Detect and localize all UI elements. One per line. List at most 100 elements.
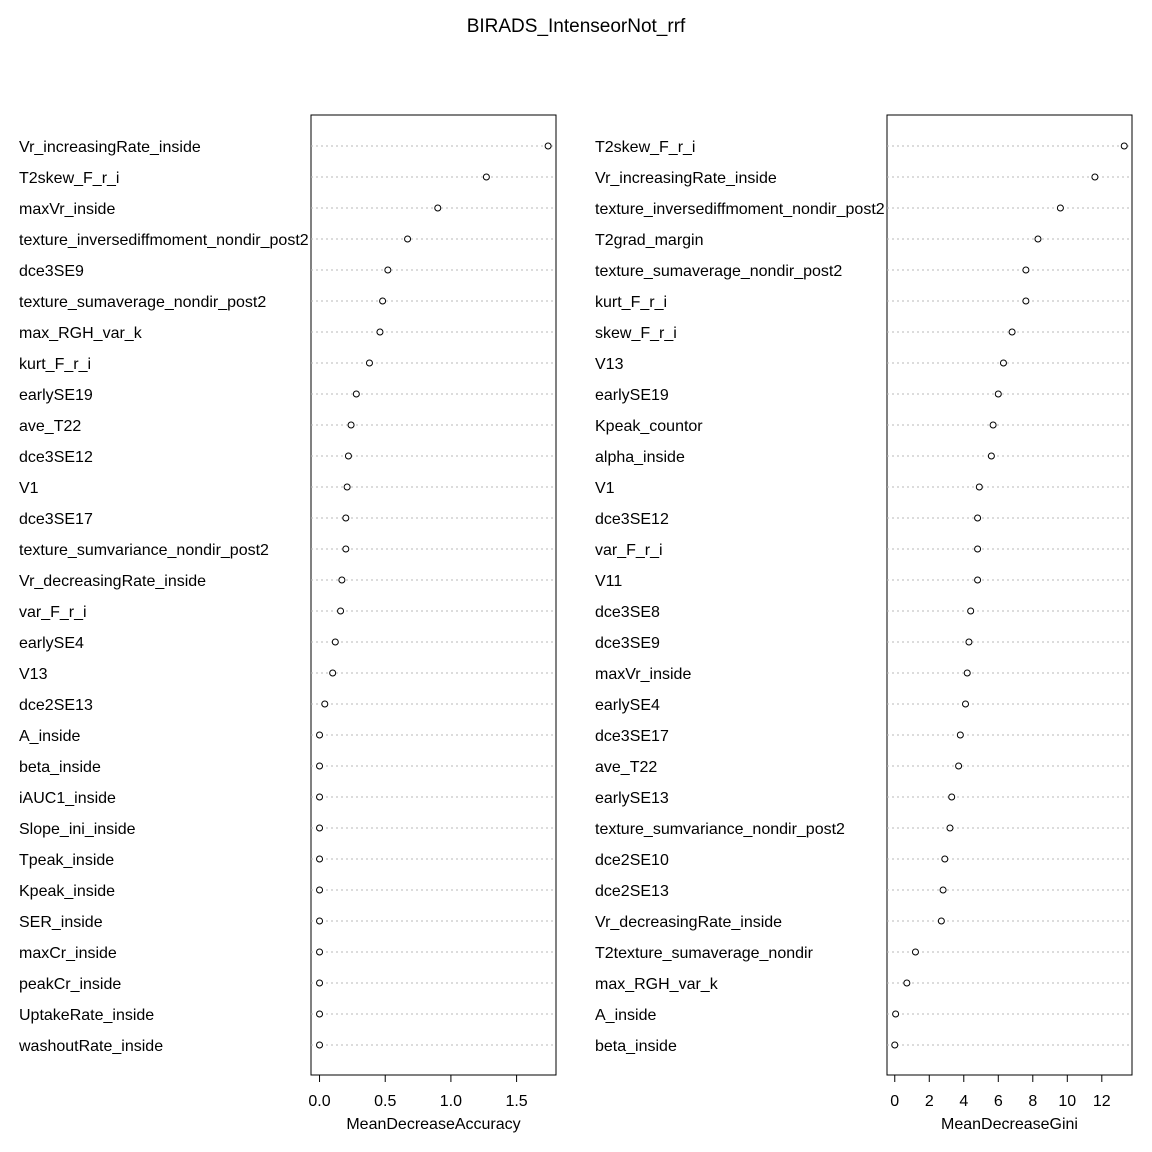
category-label: dce3SE17 — [595, 728, 669, 745]
category-label: var_F_r_i — [595, 542, 663, 559]
category-label: iAUC1_inside — [19, 790, 116, 807]
x-tick-label: 6 — [994, 1093, 1003, 1110]
category-label: Vr_decreasingRate_inside — [595, 914, 782, 931]
data-point — [1120, 142, 1128, 150]
category-label: beta_inside — [595, 1038, 677, 1055]
category-label: dce3SE12 — [595, 511, 669, 528]
data-point — [342, 514, 350, 522]
category-label: maxVr_inside — [19, 201, 115, 218]
data-point — [352, 390, 360, 398]
data-point — [321, 700, 329, 708]
data-point — [911, 948, 919, 956]
category-label: ave_T22 — [19, 418, 81, 435]
data-point — [941, 855, 949, 863]
data-point — [342, 545, 350, 553]
category-label: ave_T22 — [595, 759, 657, 776]
category-label: dce2SE13 — [595, 883, 669, 900]
chart-title: BIRADS_IntenseorNot_rrf — [466, 16, 686, 37]
category-label: earlySE19 — [19, 387, 93, 404]
data-point — [963, 669, 971, 677]
data-point — [975, 483, 983, 491]
x-tick-label: 0 — [890, 1093, 899, 1110]
data-point — [482, 173, 490, 181]
category-label: T2skew_F_r_i — [595, 139, 695, 156]
x-tick-label: 12 — [1093, 1093, 1111, 1110]
x-tick-label: 1.5 — [505, 1093, 527, 1110]
category-label: dce3SE8 — [595, 604, 660, 621]
category-label: T2grad_margin — [595, 232, 704, 249]
category-label: alpha_inside — [595, 449, 685, 466]
data-point — [955, 762, 963, 770]
category-label: kurt_F_r_i — [19, 356, 91, 373]
data-point — [316, 917, 324, 925]
data-point — [434, 204, 442, 212]
data-point — [999, 359, 1007, 367]
category-label: texture_sumaverage_nondir_post2 — [595, 263, 842, 280]
category-label: washoutRate_inside — [18, 1038, 163, 1055]
x-axis-label: MeanDecreaseAccuracy — [346, 1116, 520, 1133]
x-tick-label: 2 — [925, 1093, 934, 1110]
x-tick-label: 8 — [1028, 1093, 1037, 1110]
category-label: beta_inside — [19, 759, 101, 776]
data-point — [903, 979, 911, 987]
data-point — [343, 483, 351, 491]
category-label: Vr_decreasingRate_inside — [19, 573, 206, 590]
data-point — [316, 948, 324, 956]
category-label: dce3SE9 — [19, 263, 84, 280]
category-label: dce3SE12 — [19, 449, 93, 466]
data-point — [1022, 297, 1030, 305]
data-point — [384, 266, 392, 274]
data-point — [331, 638, 339, 646]
data-point — [344, 452, 352, 460]
category-label: dce2SE13 — [19, 697, 93, 714]
data-point — [544, 142, 552, 150]
category-label: earlySE13 — [595, 790, 669, 807]
category-label: Vr_increasingRate_inside — [19, 139, 201, 156]
x-tick-label: 10 — [1058, 1093, 1076, 1110]
category-label: max_RGH_var_k — [19, 325, 143, 342]
plot-frame-1 — [310, 114, 557, 1076]
data-point — [316, 731, 324, 739]
category-label: T2skew_F_r_i — [19, 170, 119, 187]
data-point — [974, 514, 982, 522]
data-point — [1008, 328, 1016, 336]
data-point — [376, 328, 384, 336]
category-label: V11 — [595, 573, 622, 590]
data-point — [316, 1041, 324, 1049]
data-point — [956, 731, 964, 739]
data-point — [1056, 204, 1064, 212]
data-point — [939, 886, 947, 894]
x-tick-label: 1.0 — [440, 1093, 462, 1110]
data-point — [316, 855, 324, 863]
data-point — [994, 390, 1002, 398]
data-point — [974, 576, 982, 584]
data-point — [1022, 266, 1030, 274]
data-point — [989, 421, 997, 429]
data-point — [892, 1010, 900, 1018]
category-label: SER_inside — [19, 914, 103, 931]
data-point — [347, 421, 355, 429]
category-label: Slope_ini_inside — [19, 821, 136, 838]
category-label: max_RGH_var_k — [595, 976, 719, 993]
data-point — [316, 762, 324, 770]
category-label: earlySE4 — [19, 635, 84, 652]
category-label: maxCr_inside — [19, 945, 117, 962]
category-label: earlySE4 — [595, 697, 660, 714]
data-point — [1091, 173, 1099, 181]
category-label: T2texture_sumaverage_nondir — [595, 945, 814, 962]
data-point — [937, 917, 945, 925]
plot-frame-2 — [886, 114, 1133, 1076]
x-tick-label: 0.5 — [374, 1093, 396, 1110]
category-label: texture_sumvariance_nondir_post2 — [19, 542, 269, 559]
category-label: V1 — [19, 480, 39, 497]
x-tick-label: 0.0 — [308, 1093, 330, 1110]
data-point — [946, 824, 954, 832]
category-label: peakCr_inside — [19, 976, 121, 993]
data-point — [379, 297, 387, 305]
data-point — [337, 607, 345, 615]
category-label: V1 — [595, 480, 615, 497]
data-point — [987, 452, 995, 460]
category-label: Kpeak_inside — [19, 883, 115, 900]
category-label: texture_sumaverage_nondir_post2 — [19, 294, 266, 311]
